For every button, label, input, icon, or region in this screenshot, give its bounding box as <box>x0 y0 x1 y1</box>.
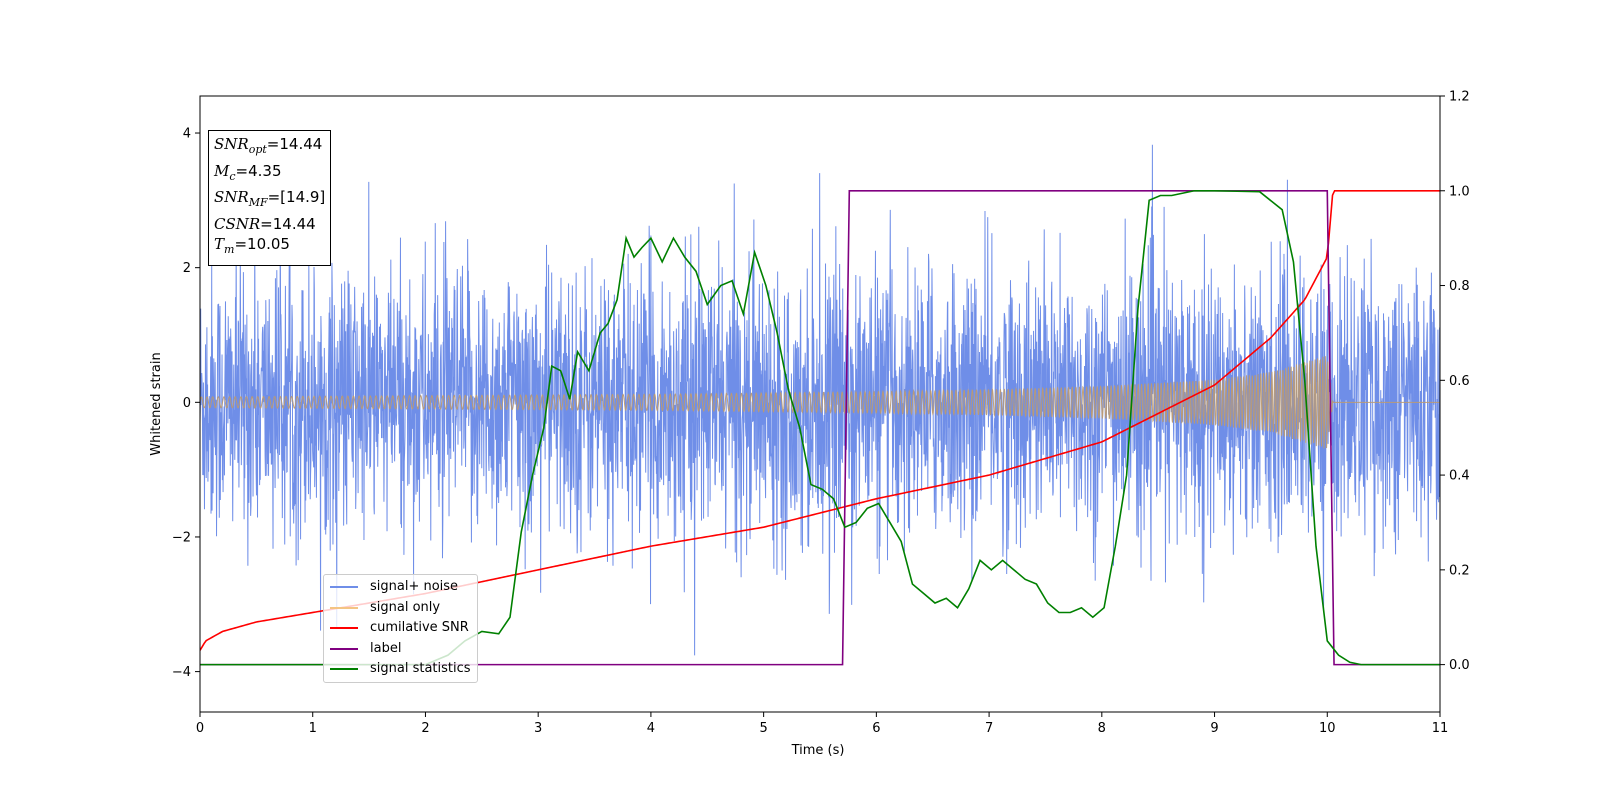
x-tick-label: 11 <box>1432 721 1449 736</box>
legend-swatch <box>330 627 358 630</box>
legend-item-cumulative-snr: cumilative SNR <box>330 618 471 639</box>
snr-info-box: SNRopt=14.44 Mc=4.35 SNRMF=[14.9] CSNR=1… <box>208 130 332 266</box>
snr-mf-row: SNRMF=[14.9] <box>214 188 326 209</box>
legend-item-signal-only: signal only <box>330 598 471 619</box>
y-right-tick-label: 1.2 <box>1449 90 1470 105</box>
series-signal-only <box>200 356 1440 449</box>
y-left-tick-label: −2 <box>172 530 191 545</box>
y-left-tick-label: −4 <box>172 665 191 680</box>
y-left-tick-label: 2 <box>183 261 191 276</box>
y-right-tick-label: 1.0 <box>1449 184 1470 199</box>
x-tick-label: 0 <box>196 721 204 736</box>
legend-swatch <box>330 668 358 671</box>
snr-opt-value: =14.44 <box>266 135 323 153</box>
legend-item-signal-statistics: signal statistics <box>330 659 471 680</box>
series-label <box>200 189 1440 666</box>
legend-label: signal statistics <box>370 661 471 676</box>
axis-ticks: 0 1 2 3 4 5 6 7 8 9 10 11 −4 −2 0 2 4 0.0 0.2 0.4 0.6 0.8 1.0 1… <box>172 90 1470 737</box>
legend-swatch <box>330 647 358 650</box>
legend-item-label: label <box>330 639 471 660</box>
legend-item-signal-noise: signal+ noise <box>330 577 471 598</box>
x-tick-label: 1 <box>309 721 317 736</box>
y-right-tick-label: 0.8 <box>1449 279 1470 294</box>
y-axis-label: Whitened strain <box>149 352 164 455</box>
x-tick-label: 3 <box>534 721 542 736</box>
legend-label: cumilative SNR <box>370 620 469 635</box>
legend-label: signal only <box>370 599 441 615</box>
legend-swatch <box>330 586 358 589</box>
mc-row: Mc=4.35 <box>214 161 282 183</box>
series-signal-statistics <box>200 189 1440 666</box>
legend-swatch <box>330 606 358 609</box>
y-left-tick-label: 0 <box>183 396 191 411</box>
x-tick-label: 6 <box>872 721 880 736</box>
chart-legend: signal+ noise signal only cumilative SNR… <box>323 574 478 683</box>
csnr-value: =14.44 <box>260 214 316 233</box>
y-right-tick-label: 0.0 <box>1449 658 1470 673</box>
snr-mf-value: =[14.9] <box>267 188 326 206</box>
x-axis-label: Time (s) <box>791 743 845 758</box>
x-tick-label: 4 <box>647 721 655 736</box>
tm-value: =10.05 <box>234 235 290 253</box>
x-tick-label: 2 <box>421 721 429 736</box>
y-right-tick-label: 0.2 <box>1449 563 1470 578</box>
legend-label: label <box>370 640 402 656</box>
x-tick-label: 8 <box>1098 721 1106 736</box>
tm-row: Tm=10.05 <box>214 235 290 256</box>
y-right-tick-label: 0.4 <box>1449 469 1470 484</box>
plot-frame <box>199 95 1441 713</box>
x-tick-label: 7 <box>985 721 993 736</box>
x-tick-label: 9 <box>1210 721 1218 736</box>
legend-label: signal+ noise <box>370 579 459 594</box>
y-left-tick-label: 4 <box>183 127 191 142</box>
y-right-tick-label: 0.6 <box>1449 374 1470 389</box>
mc-value: =4.35 <box>235 161 282 180</box>
snr-opt-row: SNRopt=14.44 <box>214 135 323 156</box>
csnr-row: CSNR=14.44 <box>214 214 316 233</box>
x-tick-label: 5 <box>759 721 767 736</box>
x-tick-label: 10 <box>1319 721 1336 736</box>
